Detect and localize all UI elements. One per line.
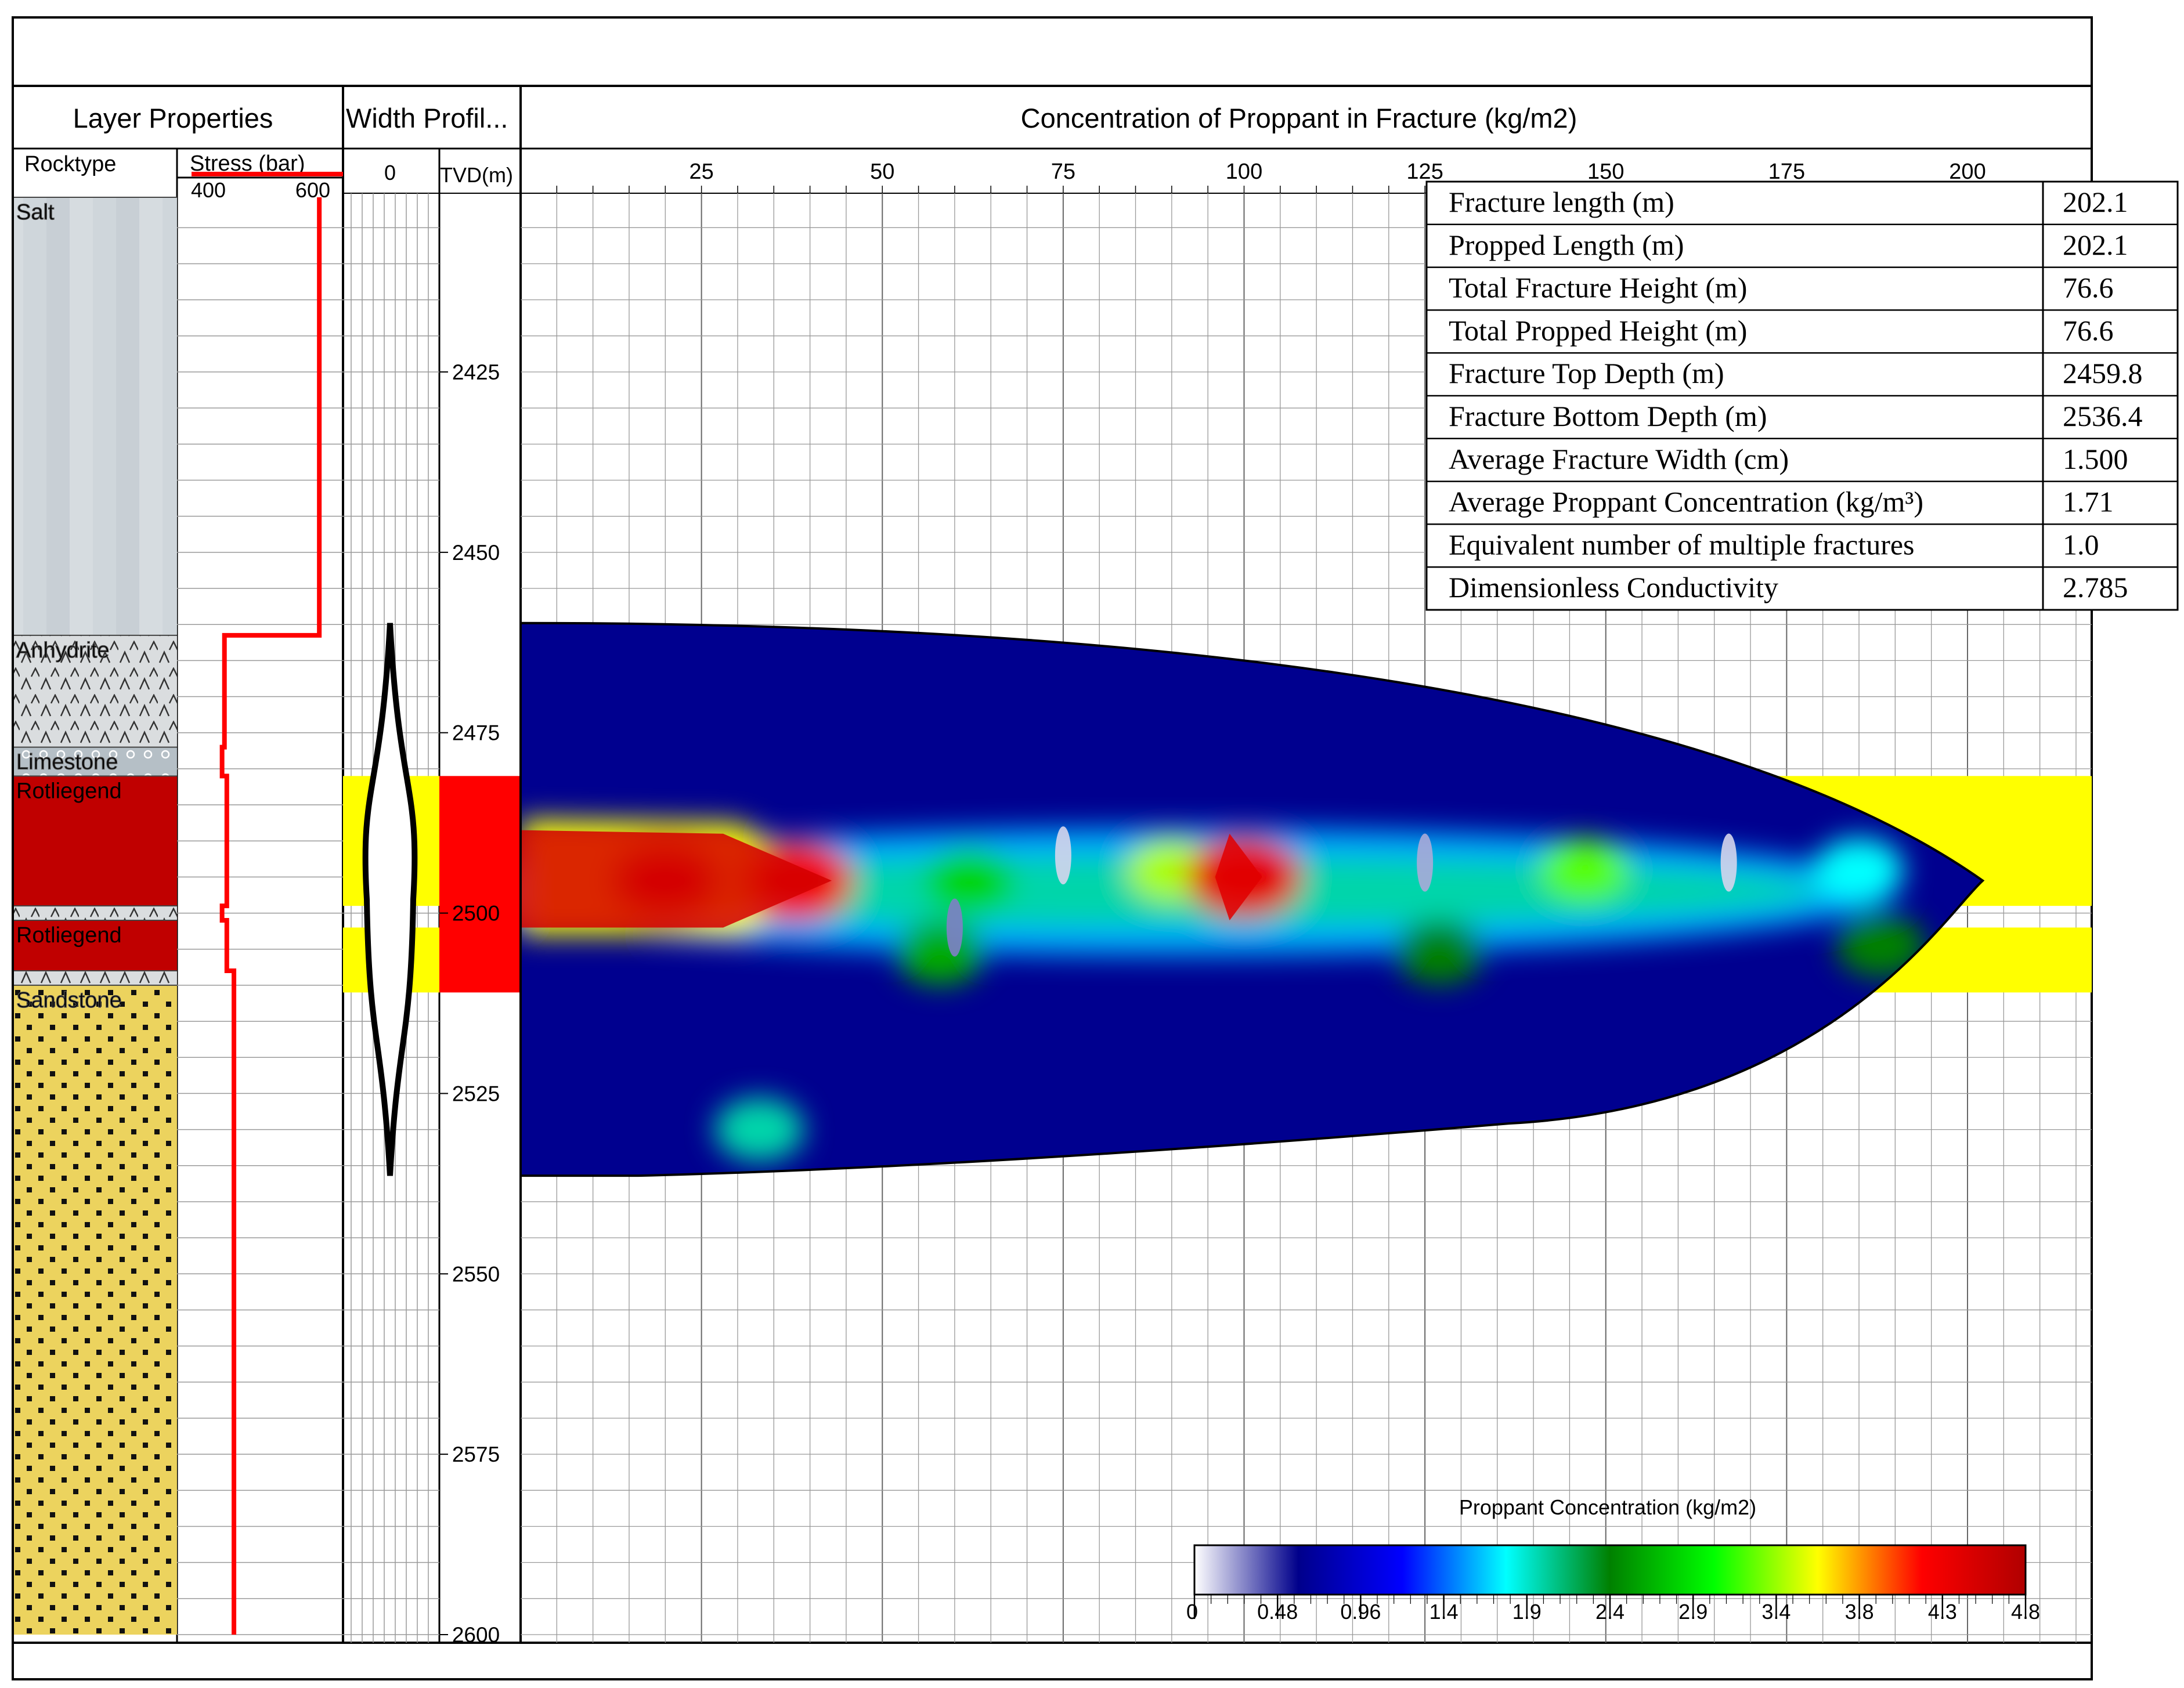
stress-line	[219, 197, 322, 1635]
y-tick-label: 2425	[452, 360, 500, 384]
summary-value: 1.71	[2063, 486, 2114, 518]
summary-value: 2459.8	[2063, 357, 2143, 389]
summary-label: Dimensionless Conductivity	[1449, 571, 1778, 603]
summary-label: Propped Length (m)	[1449, 229, 1684, 261]
layer-label-1: Anhydrite	[16, 638, 110, 663]
low-spot	[1055, 826, 1071, 885]
x-tick-label: 125	[1406, 160, 1443, 184]
colorbar-gradient	[1193, 1544, 2027, 1596]
x-tick-label: 150	[1587, 160, 1624, 184]
tvd-axis: 2425 2450 2475 2500 2525 2550 2575 2600	[439, 360, 521, 1647]
y-tick-label: 2500	[452, 902, 500, 926]
hotspot	[895, 920, 985, 985]
layer-properties-title: Layer Properties	[73, 103, 273, 133]
summary-label: Total Propped Height (m)	[1449, 314, 1747, 346]
layer-1	[14, 635, 177, 747]
summary-label: Average Proppant Concentration (kg/m³)	[1449, 486, 1923, 518]
summary-table: Fracture length (m) 202.1 Propped Length (…	[1425, 180, 2179, 611]
layer-3	[14, 776, 177, 906]
summary-value: 202.1	[2063, 229, 2128, 261]
concentration-title: Concentration of Proppant in Fracture (k…	[1021, 103, 1577, 133]
summary-label: Equivalent number of multiple fractures	[1449, 528, 1915, 561]
layer-4	[14, 906, 177, 921]
near-wellbore-peak	[521, 830, 832, 928]
summary-label: Average Fracture Width (cm)	[1449, 443, 1789, 475]
width-profile-shape	[362, 623, 418, 1176]
low-spot	[1417, 833, 1434, 892]
layer-label-0: Salt	[16, 200, 55, 225]
x-tick-label: 200	[1949, 160, 1986, 184]
layer-label-7: Sandstone	[16, 988, 122, 1013]
low-spot	[1720, 833, 1737, 892]
rock-layers: Salt Anhydrite Limestone Rotliegend Rotliege…	[14, 197, 177, 1635]
rocktype-header: Rocktype	[24, 152, 116, 176]
layer-label-5: Rotliegend	[16, 923, 122, 948]
y-tick-label: 2450	[452, 541, 500, 565]
x-tick-label: 25	[689, 160, 713, 184]
y-tick-label: 2475	[452, 721, 500, 745]
stress-tick-600: 600	[295, 178, 330, 202]
layer-label-2: Limestone	[16, 750, 118, 775]
y-tick-label: 2550	[452, 1262, 500, 1286]
summary-value: 76.6	[2063, 314, 2114, 346]
width-profile	[343, 193, 439, 1643]
y-tick-label: 2600	[452, 1623, 500, 1647]
colorbar-tick-label: 0	[1186, 1600, 1198, 1624]
x-tick-label: 50	[870, 160, 894, 184]
tvd-highlight	[439, 776, 521, 993]
hotspot	[1395, 920, 1485, 985]
layer-5	[14, 920, 177, 971]
layer-7	[14, 985, 177, 1635]
tvd-header: TVD(m)	[440, 163, 513, 187]
summary-value: 2536.4	[2063, 400, 2143, 432]
summary-value: 1.500	[2063, 443, 2128, 475]
x-tick-label: 175	[1768, 160, 1805, 184]
colorbar-title: Proppant Concentration (kg/m2)	[1459, 1495, 1756, 1519]
x-tick-label: 100	[1226, 160, 1262, 184]
stress-profile	[177, 172, 343, 1635]
hotspot	[924, 848, 1014, 913]
layer-0	[14, 197, 177, 635]
summary-label: Fracture Bottom Depth (m)	[1449, 400, 1767, 432]
summary-value: 202.1	[2063, 186, 2128, 218]
layer-6	[14, 971, 177, 985]
width-profile-title: Width Profil...	[346, 103, 508, 133]
layer-label-3: Rotliegend	[16, 779, 122, 803]
stress-tick-400: 400	[191, 178, 226, 202]
colorbar-tick-label: 4.8	[2011, 1600, 2040, 1624]
y-tick-label: 2525	[452, 1082, 500, 1105]
summary-label: Total Fracture Height (m)	[1449, 272, 1747, 304]
hotspot	[714, 1097, 804, 1162]
mid-peak	[1215, 833, 1262, 921]
hotspot	[1539, 837, 1629, 902]
x-tick-label: 75	[1051, 160, 1075, 184]
summary-label: Fracture length (m)	[1449, 186, 1674, 218]
layer-2	[14, 747, 177, 776]
fracture-outline	[519, 621, 1985, 1177]
hotspot	[1814, 837, 1904, 902]
summary-value: 2.785	[2063, 571, 2128, 603]
low-spot	[946, 898, 963, 957]
colorbar: Proppant Concentration (kg/m2) 0 0.48 0.96…	[1186, 1495, 2040, 1624]
summary-value: 1.0	[2063, 528, 2099, 561]
summary-label: Fracture Top Depth (m)	[1449, 357, 1724, 389]
hotspot	[1836, 913, 1926, 978]
width-tick-zero: 0	[384, 161, 396, 185]
summary-value: 76.6	[2063, 272, 2114, 304]
y-tick-label: 2575	[452, 1443, 500, 1466]
